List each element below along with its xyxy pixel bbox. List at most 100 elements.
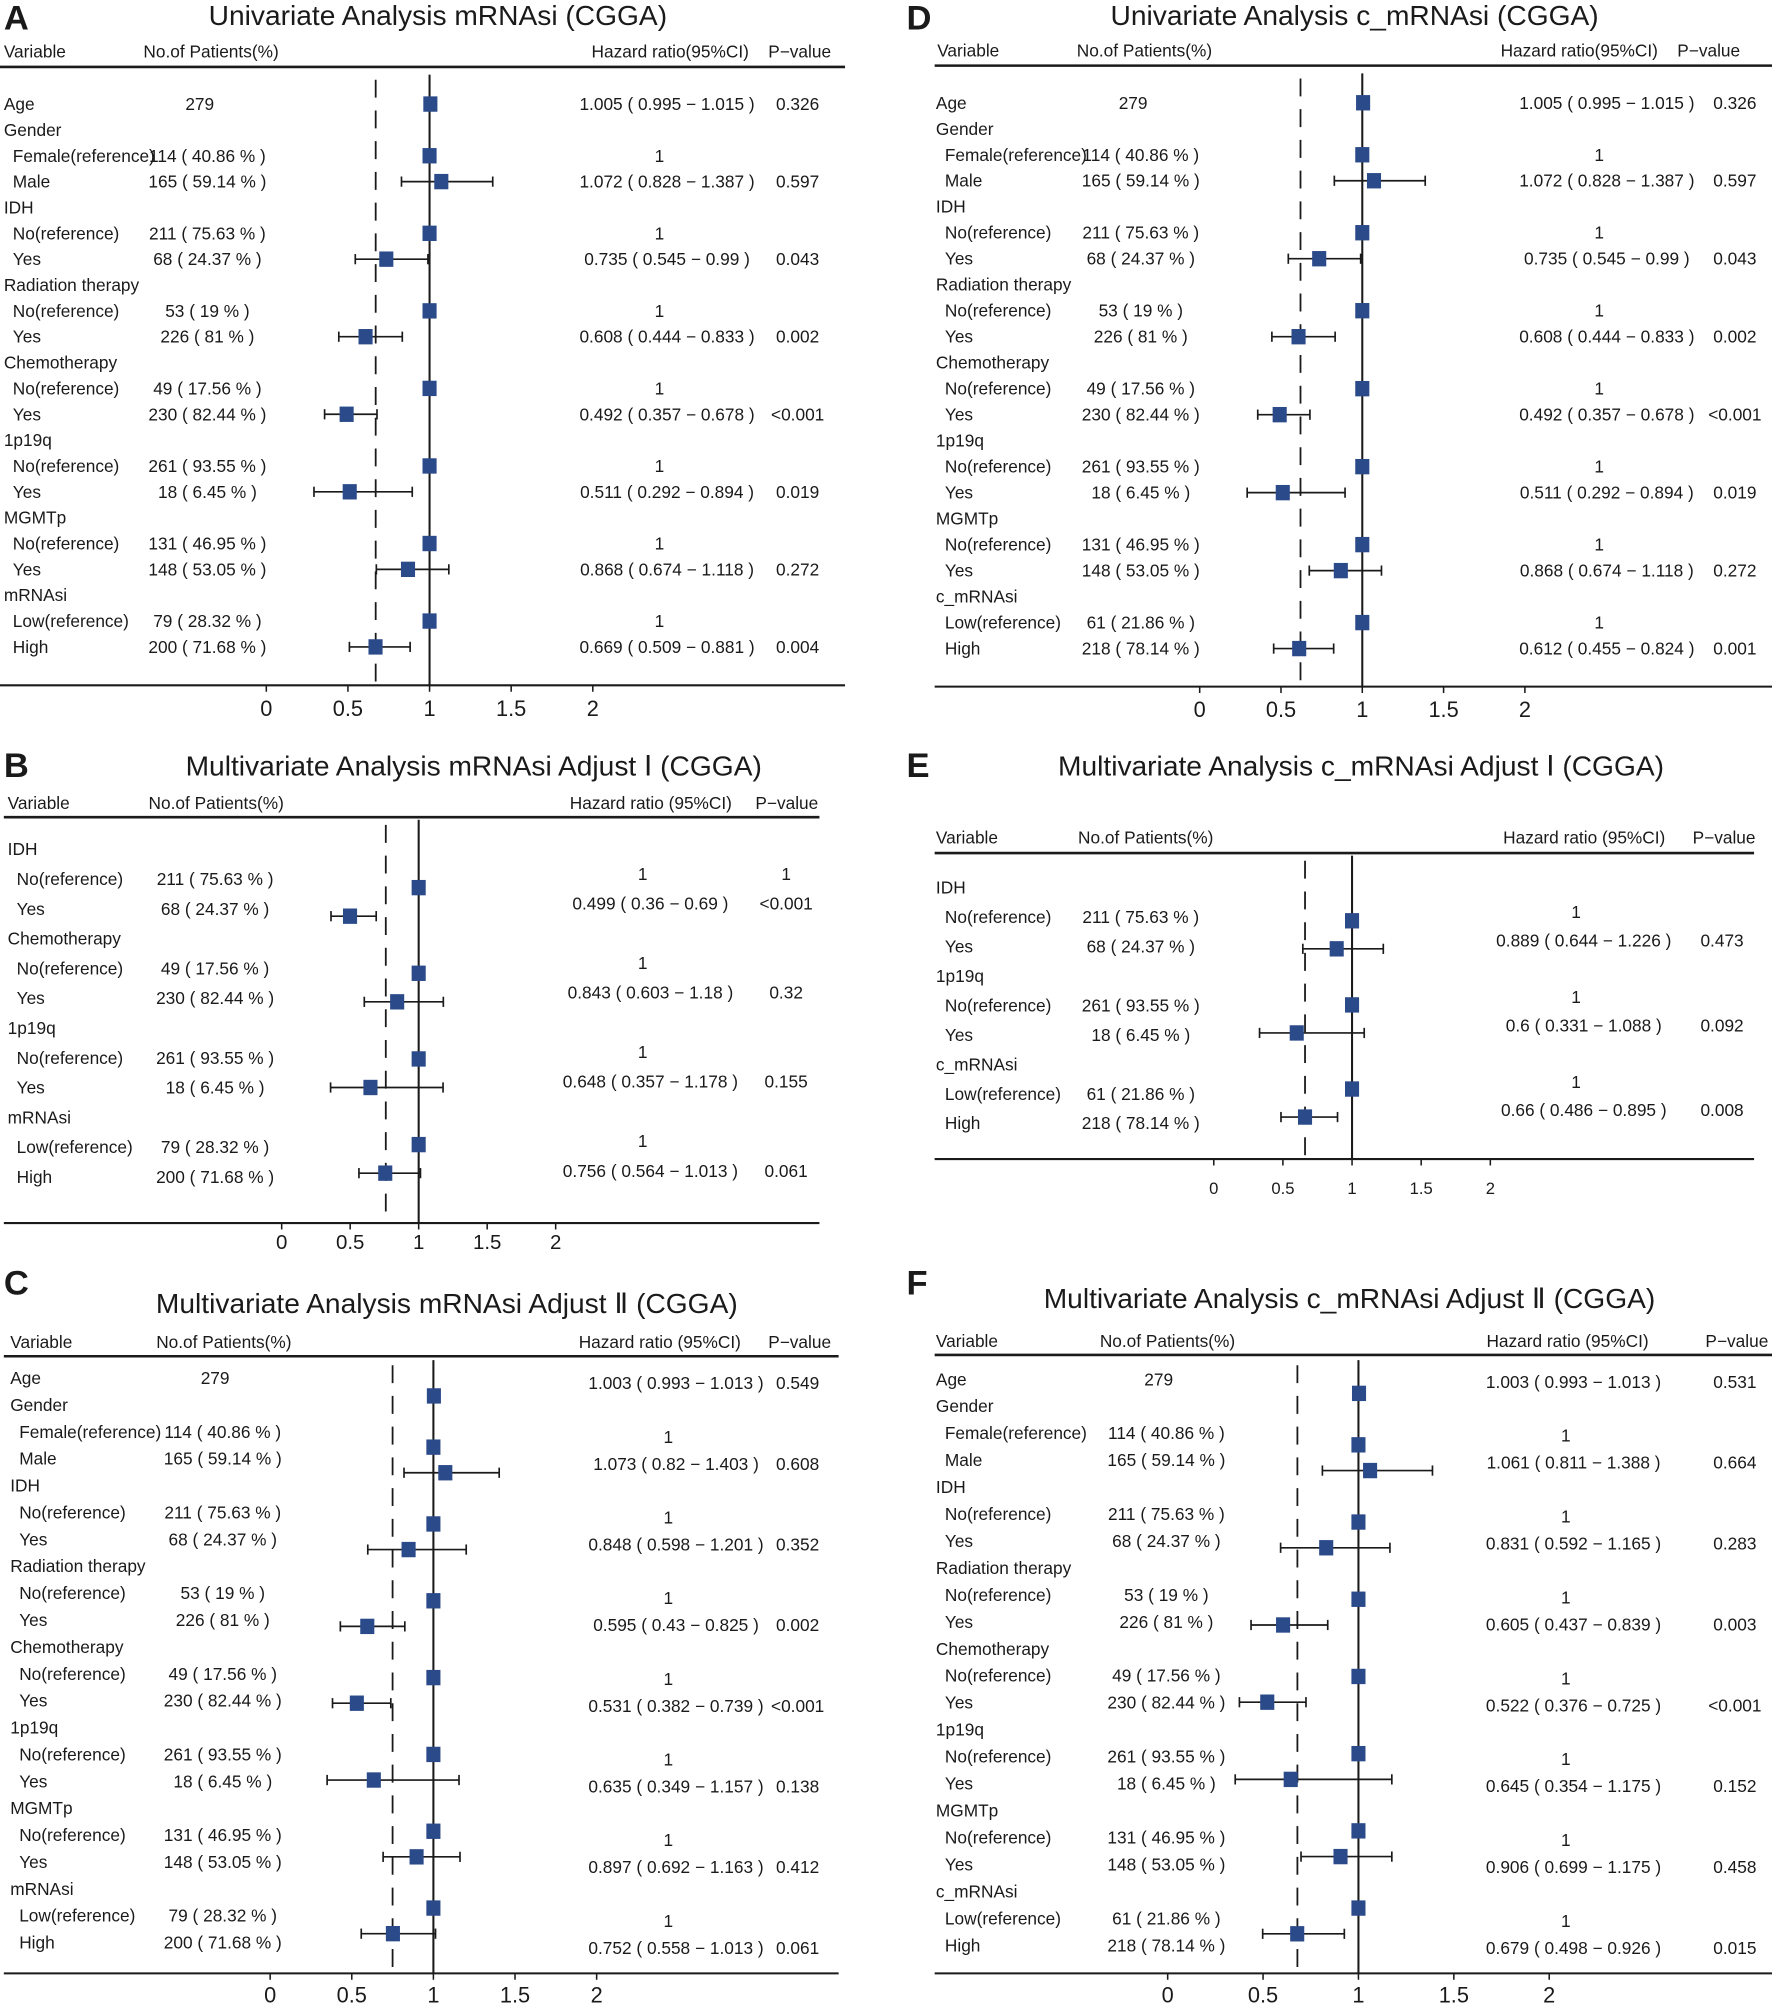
hr-marker [1333,562,1348,579]
hr-value: 0.735 [584,249,627,269]
category-row: Radiation therapy [10,1556,146,1576]
panel-title: Multivariate Analysis c_mRNAsi Adjust Ⅱ … [1044,1283,1656,1314]
hr-marker [1351,1591,1366,1607]
table-row: No(reference) 49 ( 17.56 % ) 1 [13,378,664,398]
ci-punctuation: ( [1567,249,1582,269]
ci-punctuation: ) [1651,1015,1662,1035]
ci-punctuation: ) [753,1696,764,1716]
hazard-ratio-ci: 1.003 ( 0.993 − 1.013 ) [1486,1372,1661,1392]
table-row: Yes 148 ( 53.05 % ) 0.868 ( 0.674 − 1.118 … [945,561,1757,581]
ci-punctuation: ( [632,1373,647,1393]
reference-hr: 1 [1594,613,1604,633]
ci-punctuation: − [681,404,701,424]
patient-count: 18 ( 6.45 % ) [173,1771,272,1791]
table-row: Male 165 ( 59.14 % ) 1.073 ( 0.82 − 1.403 … [19,1449,819,1481]
panel-title: Multivariate Analysis mRNAsi Adjust Ⅰ (C… [186,750,762,781]
p-value: 0.092 [1700,1015,1743,1035]
ci-punctuation: − [690,1938,710,1958]
reference-hr: 1 [1594,145,1604,165]
p-value: 0.138 [776,1776,819,1796]
hr-marker [368,639,383,655]
ci-punctuation: − [1621,405,1641,425]
ci-upper: 1.387 [701,172,744,192]
hr-marker [1276,1617,1291,1633]
reference-hr: 1 [1594,301,1604,321]
hazard-ratio-ci: 1.073 ( 0.82 − 1.403 ) [593,1454,759,1474]
table-row: Yes 18 ( 6.45 % ) 0.645 ( 0.354 − 1.175 ) 0… [945,1771,1756,1796]
category-row: 1p19q [10,1718,58,1738]
row-label: Yes [17,899,46,919]
ci-upper: 0.678 [701,404,744,424]
patient-count: 148 ( 53.05 % ) [1107,1854,1225,1874]
ci-punctuation: ) [748,1454,759,1474]
hazard-ratio-ci: 0.843 ( 0.603 − 1.18 ) [568,983,734,1003]
ci-lower: 0.444 [638,327,682,347]
reference-hr: 1 [638,1042,648,1062]
category-row: Radiation therapy [936,275,1072,295]
hazard-ratio-ci: 0.492 ( 0.357 − 0.678 ) [579,404,754,424]
patient-count: 68 ( 24.37 % ) [1112,1531,1220,1551]
ci-lower: 0.331 [1545,1015,1588,1035]
ci-punctuation: ) [718,894,729,914]
reference-hr: 1 [664,1830,674,1850]
row-label: Male [19,1449,56,1469]
hr-value: 1.072 [579,172,622,192]
ci-upper: 1.387 [1641,171,1684,191]
hr-value: 0.612 [1519,639,1562,659]
ci-punctuation: − [685,1454,705,1474]
reference-hr: 1 [655,146,665,166]
hazard-ratio-ci: 0.612 ( 0.455 − 0.824 ) [1519,639,1694,659]
header-n-patients: No.of Patients(%) [1100,1331,1235,1351]
row-label: MGMTp [936,1801,998,1821]
hr-marker [426,1746,441,1763]
category-row: IDH [936,878,966,898]
hr-value: 0.531 [588,1696,631,1716]
row-label: Female(reference) [945,145,1087,165]
row-label: Yes [945,483,974,503]
hr-marker [1345,997,1360,1013]
header-p-value: P−value [755,793,818,813]
ci-upper: 1.163 [710,1857,753,1877]
ci-punctuation: − [681,637,701,657]
hr-marker [426,1516,441,1532]
ci-punctuation: ) [743,482,754,502]
header-variable: Variable [937,40,999,60]
p-value: 0.326 [1713,93,1756,113]
panel-letter: B [4,747,29,785]
patient-count: 68 ( 24.37 % ) [153,249,261,269]
row-label: IDH [4,197,34,217]
hr-marker [438,1465,453,1481]
row-label: No(reference) [13,378,120,398]
hr-marker [1355,303,1370,319]
hr-value: 1.003 [1486,1372,1529,1392]
hr-marker [1363,1462,1378,1479]
ci-upper: 1.118 [702,559,744,579]
hazard-ratio-ci: 0.735 ( 0.545 − 0.99 ) [584,249,750,269]
patient-count: 114 ( 40.86 % ) [149,146,266,166]
row-label: No(reference) [945,1504,1052,1524]
table-row: Yes 68 ( 24.37 % ) 0.831 ( 0.592 − 1.165 )… [945,1531,1756,1556]
table-row: Low(reference) 79 ( 28.32 % ) 1 [19,1900,673,1931]
row-label: Gender [4,120,62,140]
panel-title: Univariate Analysis mRNAsi (CGGA) [209,0,667,31]
patient-count: 218 ( 78.14 % ) [1082,1113,1200,1133]
header-variable: Variable [10,1332,72,1352]
p-value: 0.061 [765,1161,808,1181]
category-row: 1p19q [936,966,984,986]
table-row: Yes 148 ( 53.05 % ) 0.868 ( 0.674 − 1.118 … [13,559,819,579]
ci-punctuation: ( [611,983,626,1003]
patient-count: 261 ( 93.55 % ) [164,1744,282,1764]
ci-punctuation: ( [616,894,631,914]
p-value: 0.019 [1713,483,1756,503]
patient-count: 114 ( 40.86 % ) [1082,145,1199,165]
category-row: MGMTp [936,509,998,529]
hr-marker [426,1900,441,1916]
patient-count: 61 ( 21.86 % ) [1112,1908,1220,1928]
ci-punctuation: ) [744,404,755,424]
row-label: Yes [19,1771,48,1791]
ci-upper: 1.013 [684,1161,727,1181]
p-value: 0.473 [1700,930,1743,950]
p-value: 0.004 [776,637,820,657]
row-label: High [945,1935,981,1955]
ci-punctuation: ) [1684,93,1695,113]
